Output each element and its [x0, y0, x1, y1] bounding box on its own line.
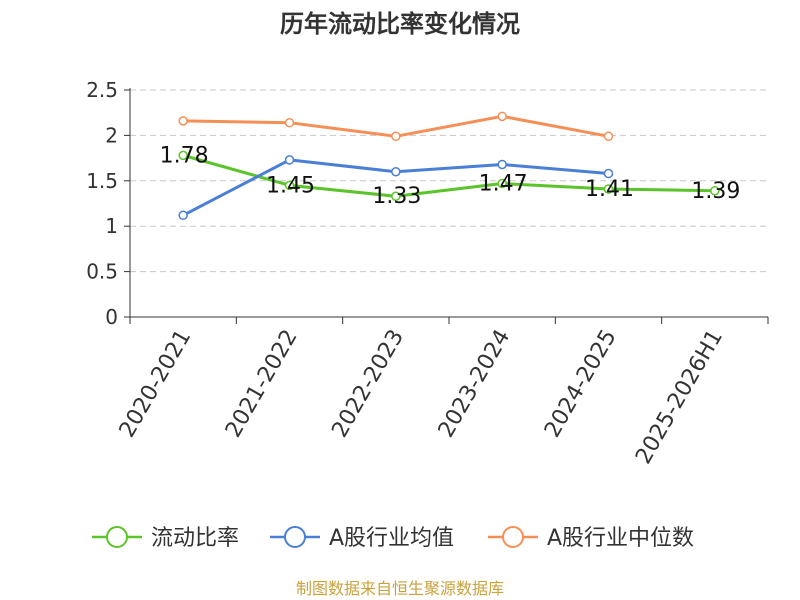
data-point — [178, 150, 188, 161]
data-point — [284, 117, 295, 128]
x-axis-ticks: 2020-2021 2021-2022 2022-2023 2023-2024 2024… — [115, 325, 728, 468]
y-tick-label: 0 — [105, 305, 118, 329]
data-point — [391, 191, 401, 201]
data-point — [178, 116, 188, 126]
legend-label: A股行业中位数 — [547, 526, 694, 551]
data-point — [284, 180, 295, 191]
data-point — [391, 166, 401, 177]
data-label: 1.45 — [266, 173, 315, 198]
x-tick-label: 2025-2026H1 — [631, 326, 728, 469]
chart-title: 历年流动比率变化情况 — [280, 10, 520, 38]
source-note: 制图数据来自恒生聚源数据库 — [296, 579, 504, 598]
y-tick-label: 2 — [105, 123, 118, 147]
x-tick-label: 2023-2024 — [434, 325, 516, 441]
y-axis-ticks: 0 0.5 1 1.5 2 2.5 — [86, 78, 118, 329]
series-group: 1.78 1.45 1.33 1.47 1.41 1.39 — [160, 111, 740, 221]
data-point — [710, 186, 720, 196]
legend-marker-icon — [106, 526, 128, 548]
y-tick-label: 0.5 — [86, 260, 118, 284]
x-tick-label: 2022-2023 — [327, 326, 409, 442]
data-point — [603, 168, 614, 179]
series-line — [182, 153, 715, 198]
data-point — [497, 159, 507, 170]
data-point — [284, 155, 295, 165]
data-label: 1.47 — [479, 172, 528, 197]
y-tick-label: 1 — [105, 214, 118, 238]
data-label: 1.39 — [691, 179, 740, 204]
legend-label: A股行业均值 — [329, 526, 454, 551]
data-point — [178, 210, 188, 221]
data-label: 1.78 — [160, 143, 209, 168]
data-label: 1.41 — [585, 177, 634, 202]
x-tick-label: 2021-2022 — [221, 326, 303, 442]
y-tick-label: 1.5 — [86, 169, 118, 193]
legend: 流动比率 A股行业均值 A股行业中位数 — [92, 526, 694, 551]
legend-marker-icon — [284, 526, 306, 548]
x-tick-label: 2020-2021 — [115, 326, 197, 442]
legend-label: 流动比率 — [151, 526, 239, 551]
data-point — [497, 178, 507, 189]
x-tick-label: 2024-2025 — [540, 326, 622, 442]
data-label: 1.33 — [372, 184, 421, 209]
y-tick-label: 2.5 — [86, 78, 118, 102]
data-point — [497, 111, 507, 122]
data-point — [391, 131, 401, 142]
data-point — [603, 184, 614, 194]
legend-marker-icon — [502, 526, 524, 548]
axes — [124, 88, 769, 324]
gridlines — [130, 89, 768, 273]
data-point — [603, 131, 614, 142]
